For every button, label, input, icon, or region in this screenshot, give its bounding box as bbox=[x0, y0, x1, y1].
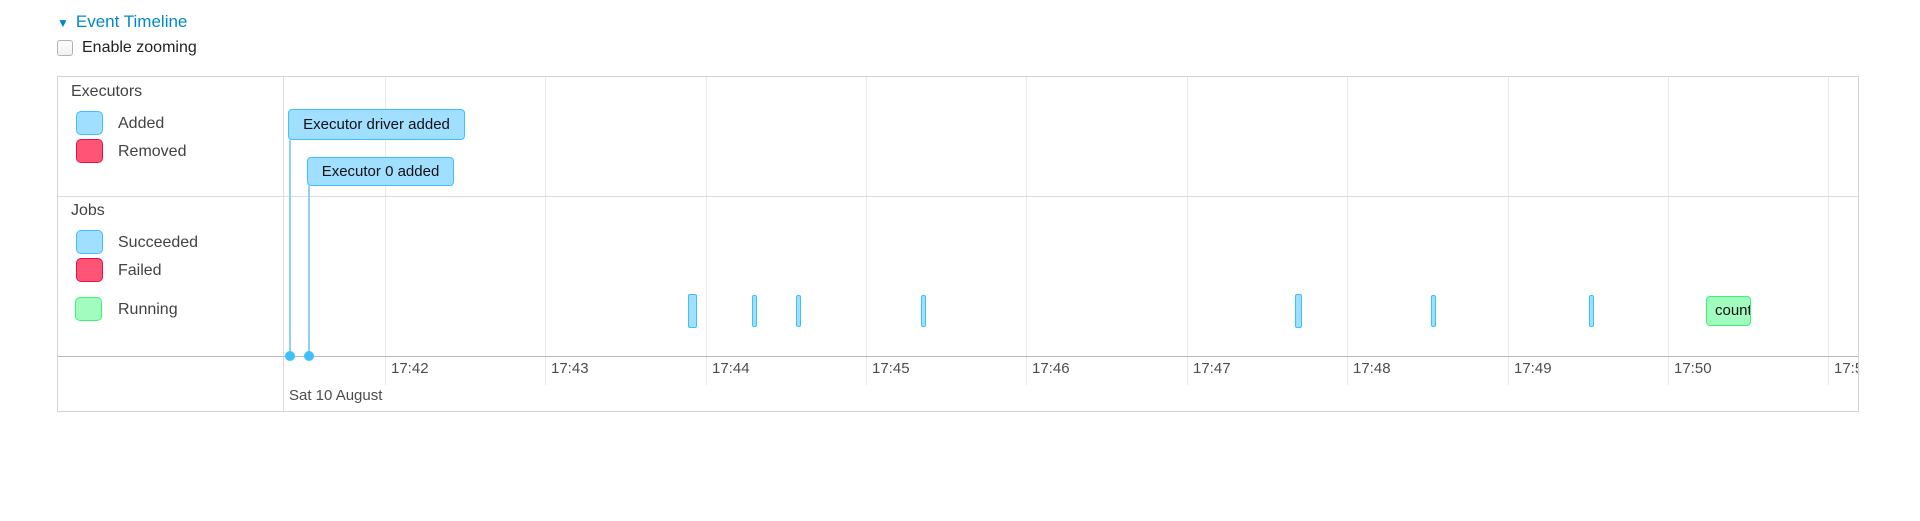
job-marker-succeeded[interactable] bbox=[796, 295, 801, 327]
enable-zooming-row: Enable zooming bbox=[57, 39, 197, 57]
legend-removed-swatch bbox=[76, 139, 103, 163]
time-axis-line bbox=[58, 356, 1858, 357]
legend-added-label: Added bbox=[118, 115, 165, 132]
job-marker-succeeded[interactable] bbox=[688, 294, 697, 328]
job-marker-succeeded[interactable] bbox=[921, 295, 926, 327]
legend-removed-label: Removed bbox=[118, 143, 187, 160]
event-timeline-header[interactable]: ▼ Event Timeline bbox=[57, 12, 187, 32]
legend-running-label: Running bbox=[118, 301, 178, 318]
jobs-lane-title: Jobs bbox=[71, 202, 105, 219]
axis-tick-label: 17:51 bbox=[1834, 360, 1858, 377]
event-timeline-title: Event Timeline bbox=[75, 12, 188, 31]
legend-failed-label: Failed bbox=[118, 262, 162, 279]
executor-driver-added-event[interactable]: Executor driver added bbox=[288, 109, 465, 140]
executor-event-stem bbox=[289, 140, 291, 356]
enable-zooming-checkbox[interactable] bbox=[57, 40, 73, 56]
axis-tick-label: 17:47 bbox=[1193, 360, 1231, 377]
gridline bbox=[706, 77, 707, 385]
executor-0-added-event[interactable]: Executor 0 added bbox=[307, 157, 454, 186]
axis-tick-label: 17:50 bbox=[1674, 360, 1712, 377]
executor-event-dot bbox=[285, 351, 295, 361]
job-marker-succeeded[interactable] bbox=[1589, 295, 1594, 327]
gridline bbox=[1508, 77, 1509, 385]
enable-zooming-label: Enable zooming bbox=[82, 39, 197, 56]
gridline bbox=[866, 77, 867, 385]
gridline bbox=[1668, 77, 1669, 385]
job-marker-succeeded[interactable] bbox=[752, 295, 757, 327]
legend-failed-swatch bbox=[76, 258, 103, 282]
gridline bbox=[1187, 77, 1188, 385]
axis-tick-label: 17:42 bbox=[391, 360, 429, 377]
axis-date-label: Sat 10 August bbox=[289, 387, 383, 404]
executor-event-dot bbox=[304, 351, 314, 361]
axis-tick-label: 17:45 bbox=[872, 360, 910, 377]
legend-separator-line bbox=[283, 77, 284, 411]
gridline bbox=[1828, 77, 1829, 385]
legend-added-swatch bbox=[76, 111, 103, 135]
axis-tick-label: 17:43 bbox=[551, 360, 589, 377]
lane-divider bbox=[58, 196, 1858, 197]
axis-tick-label: 17:44 bbox=[712, 360, 750, 377]
executor-event-stem bbox=[308, 186, 310, 356]
axis-tick-label: 17:48 bbox=[1353, 360, 1391, 377]
gridline bbox=[1347, 77, 1348, 385]
executors-lane-title: Executors bbox=[71, 83, 143, 100]
legend-succeeded-swatch bbox=[76, 230, 103, 254]
axis-tick-label: 17:46 bbox=[1032, 360, 1070, 377]
legend-running-swatch bbox=[75, 297, 102, 321]
gridline bbox=[385, 77, 386, 385]
job-marker-succeeded[interactable] bbox=[1431, 295, 1436, 327]
job-running-count-event[interactable]: count bbox=[1706, 296, 1751, 326]
legend-succeeded-label: Succeeded bbox=[118, 234, 199, 251]
gridline bbox=[545, 77, 546, 385]
gridline bbox=[1026, 77, 1027, 385]
axis-tick-label: 17:49 bbox=[1514, 360, 1552, 377]
event-timeline-canvas[interactable]: Executors Added Removed Jobs Succeeded F… bbox=[57, 76, 1859, 412]
collapse-triangle-icon: ▼ bbox=[57, 16, 69, 30]
job-marker-succeeded[interactable] bbox=[1295, 294, 1302, 328]
